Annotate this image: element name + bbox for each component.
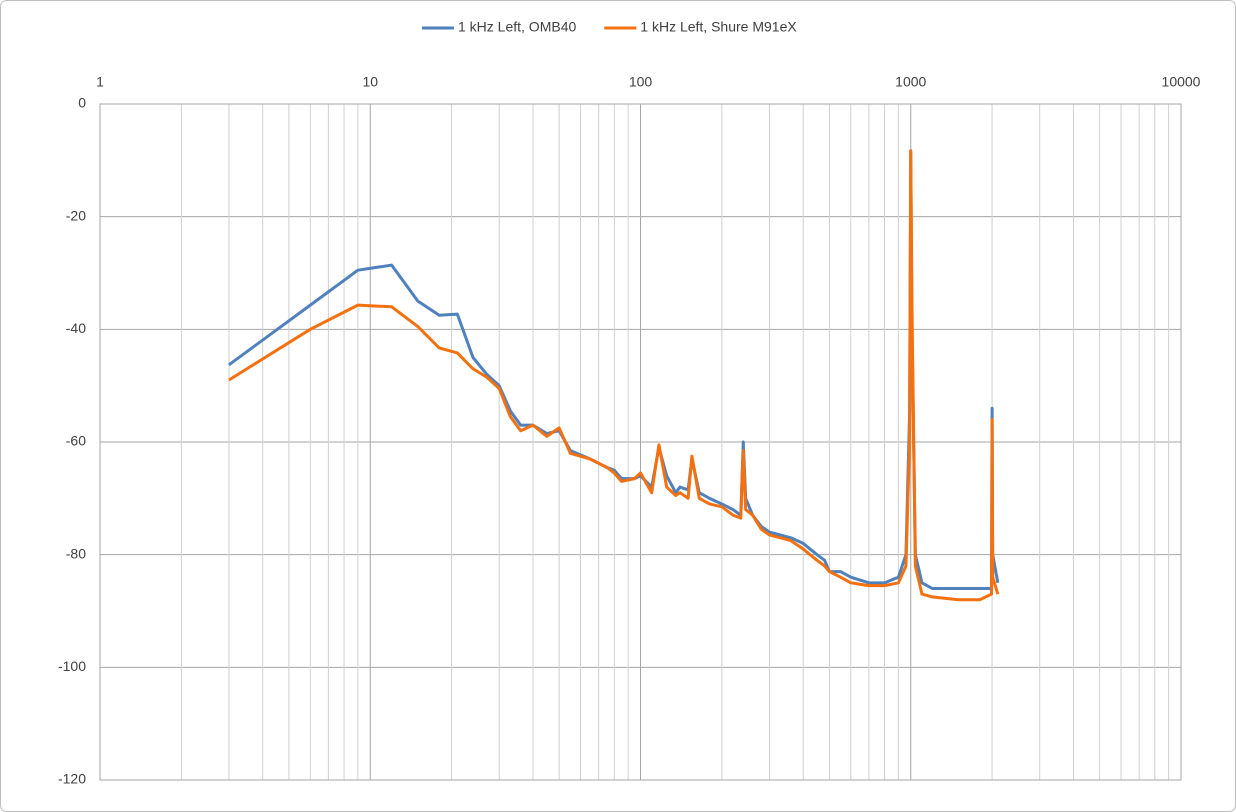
legend-label: 1 kHz Left, OMB40 [458,19,576,35]
y-tick-label: -40 [66,320,86,336]
legend-label: 1 kHz Left, Shure M91eX [640,19,797,35]
y-tick-label: -80 [66,545,86,561]
y-tick-label: -100 [58,658,86,674]
x-tick-label: 100 [629,74,653,90]
series-line [228,149,1000,602]
x-tick-label: 10000 [1162,74,1201,90]
x-tick-label: 1 [96,74,104,90]
x-tick-label: 10 [362,74,378,90]
x-tick-label: 1000 [895,74,926,90]
y-tick-label: 0 [78,95,86,111]
y-tick-label: -120 [58,771,86,787]
plot-border [99,103,1182,781]
y-tick-label: -60 [66,433,86,449]
y-tick-label: -20 [66,207,86,223]
